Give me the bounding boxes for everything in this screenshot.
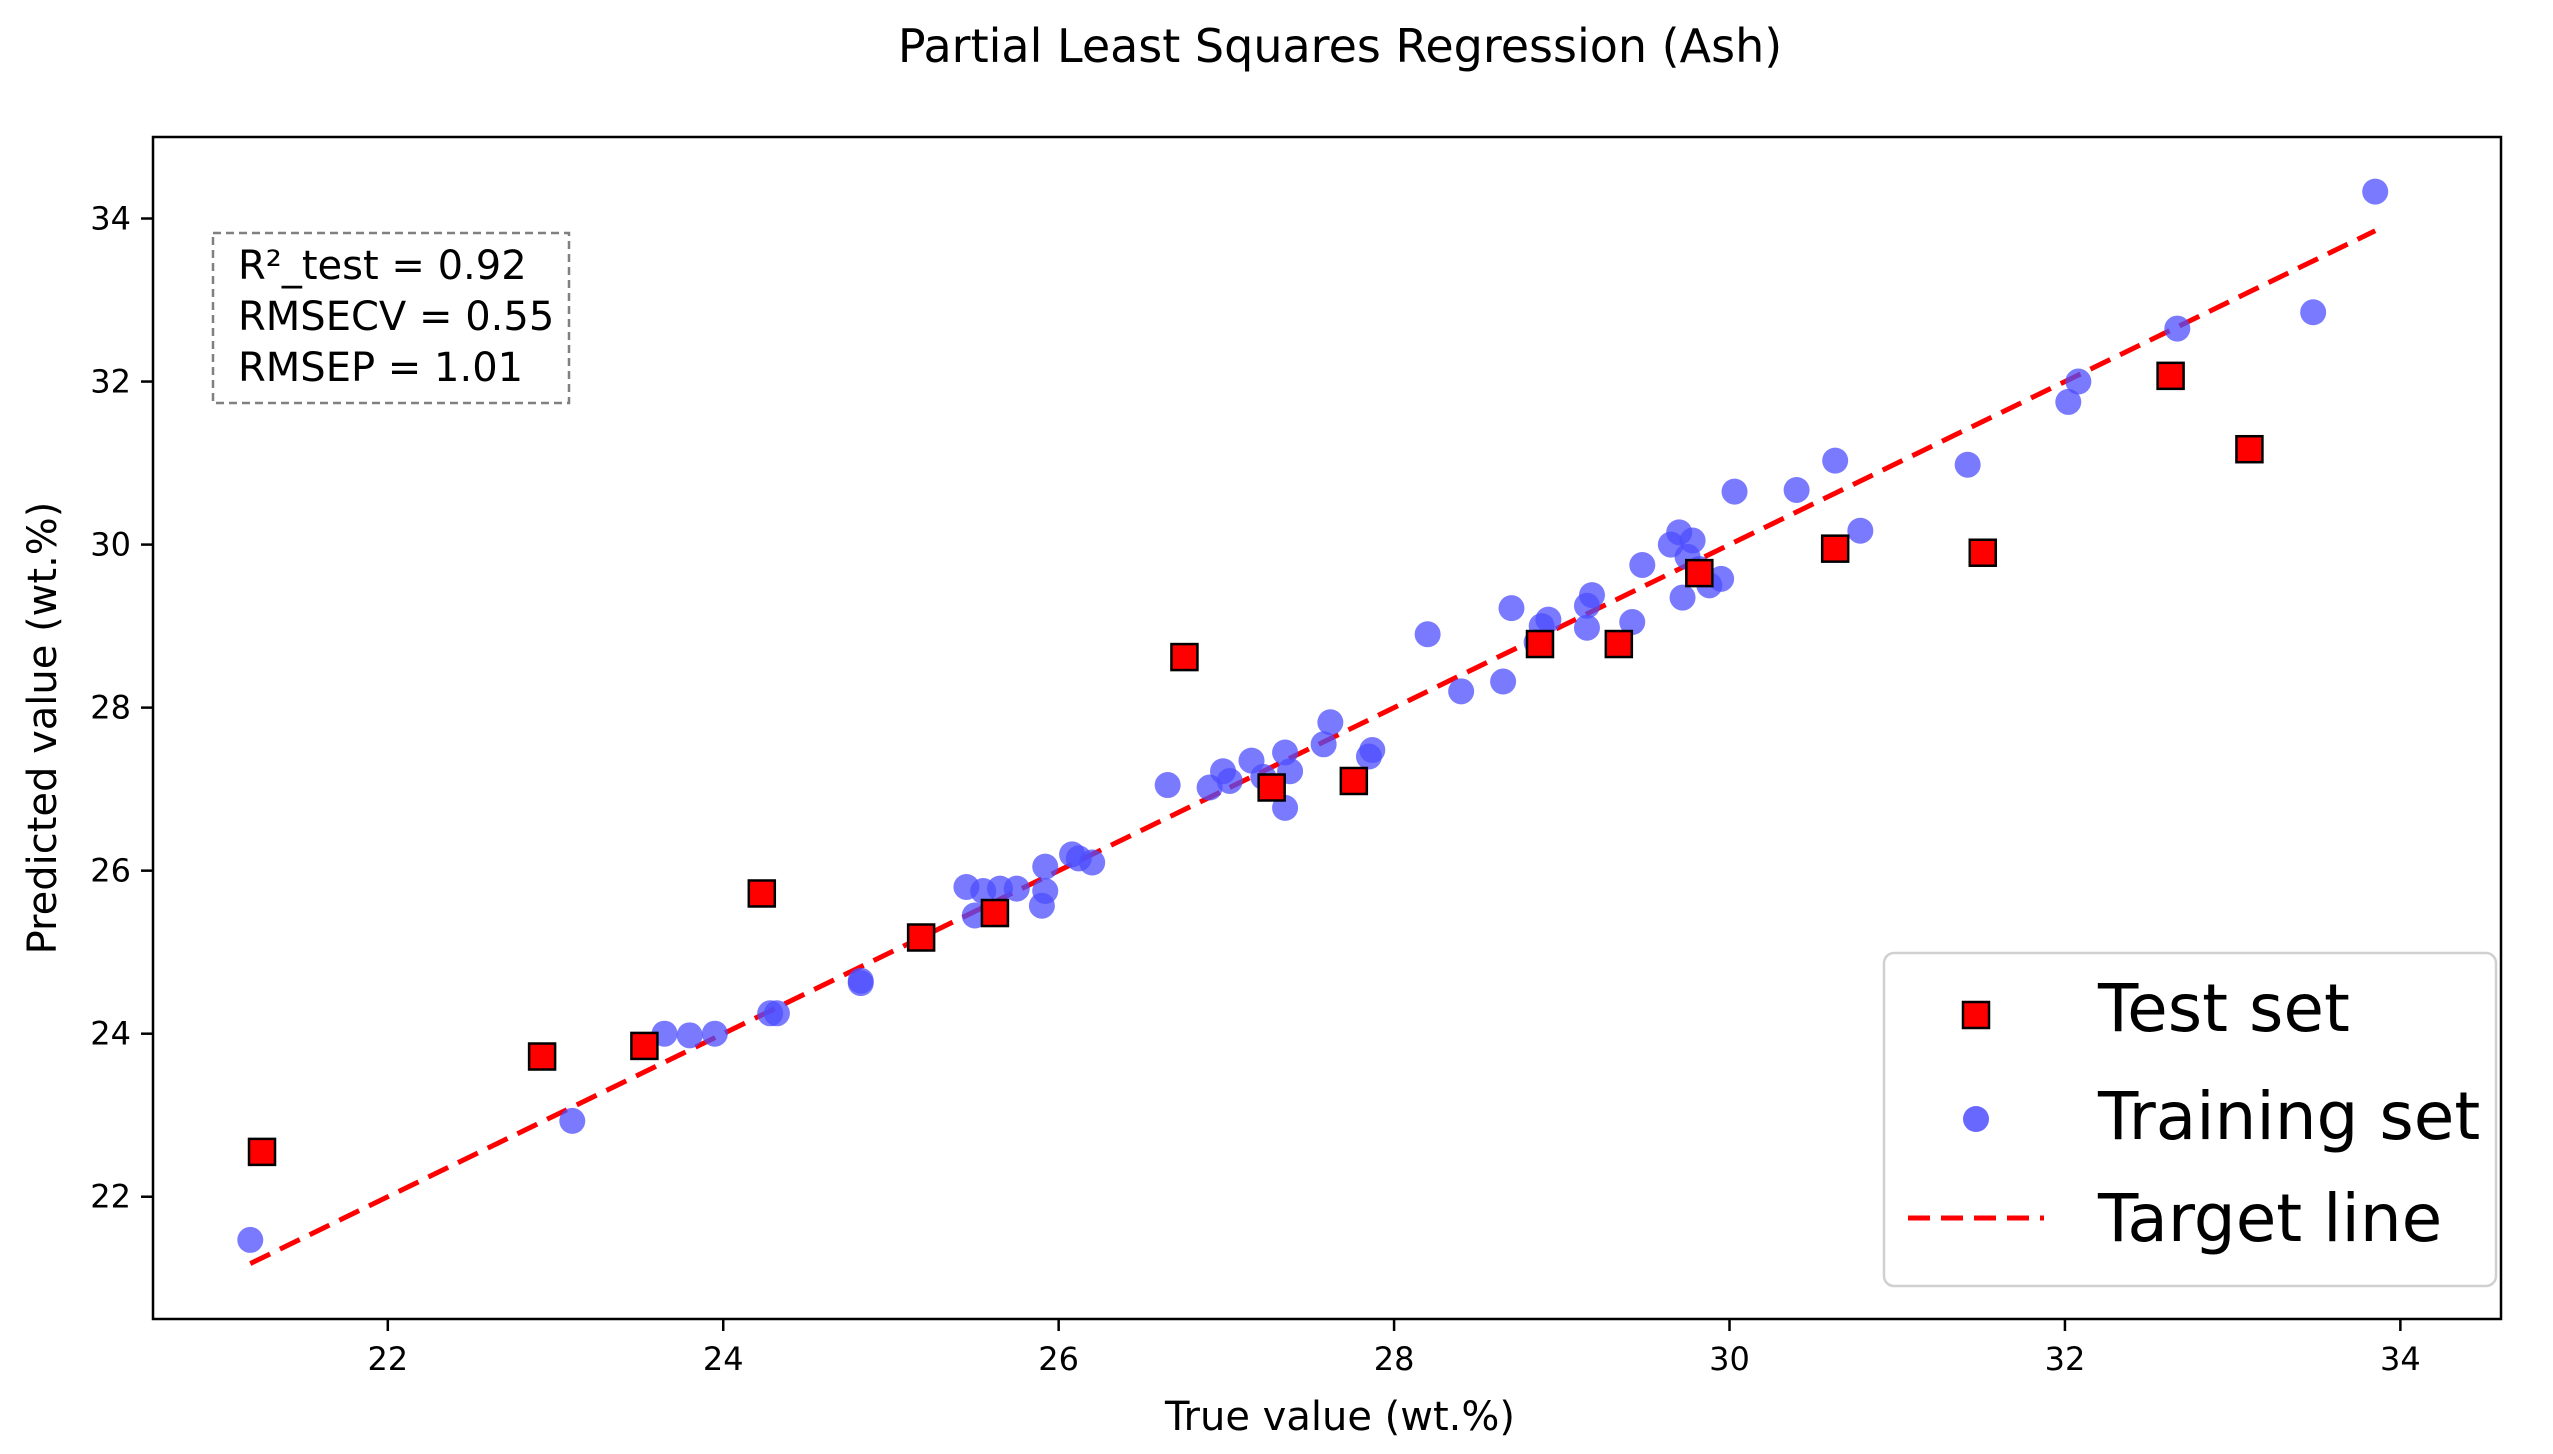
training-point — [1535, 606, 1562, 633]
x-tick-label: 26 — [1038, 1340, 1079, 1378]
test-point — [1257, 773, 1286, 802]
legend-training-marker — [1963, 1106, 1989, 1132]
x-axis-label: True value (wt.%) — [1164, 1394, 1515, 1440]
training-point — [1414, 621, 1441, 648]
training-point — [2300, 299, 2327, 326]
test-point — [2156, 361, 2185, 391]
stats-r2-test: R²_test = 0.92 — [238, 243, 527, 289]
legend-frame — [1882, 951, 2498, 1288]
test-point — [1968, 538, 1998, 567]
training-point — [1721, 478, 1748, 505]
x-tick-label: 30 — [1709, 1340, 1750, 1378]
x-tick-label: 22 — [367, 1340, 408, 1378]
legend-test-marker — [1961, 1000, 1991, 1030]
x-tick-label: 34 — [2380, 1340, 2421, 1378]
training-point — [1822, 447, 1849, 474]
training-point — [701, 1020, 728, 1047]
test-point — [980, 898, 1010, 928]
x-axis-ticks: 22 24 26 28 30 32 34 — [367, 1319, 2421, 1378]
training-point — [1619, 609, 1646, 636]
legend-test-label: Test set — [2097, 970, 2350, 1047]
test-point — [630, 1031, 659, 1061]
x-tick-label: 28 — [1374, 1340, 1415, 1378]
training-point — [763, 1000, 790, 1027]
y-tick-label: 28 — [90, 689, 131, 727]
y-axis-label: Predicted value (wt.%) — [20, 502, 66, 955]
y-tick-label: 22 — [90, 1178, 131, 1216]
stats-box-border — [211, 231, 571, 405]
training-point — [237, 1226, 264, 1253]
training-point — [1032, 878, 1059, 905]
test-point — [1525, 629, 1555, 659]
training-point — [1679, 527, 1706, 554]
training-point — [1310, 731, 1337, 758]
legend-training-label: Training set — [2097, 1078, 2480, 1155]
y-tick-label: 34 — [90, 200, 131, 238]
x-tick-label: 32 — [2045, 1340, 2086, 1378]
test-point — [247, 1137, 277, 1167]
training-point — [1954, 451, 1981, 478]
test-point — [1604, 629, 1634, 659]
y-tick-label: 30 — [90, 526, 131, 564]
training-point — [1573, 614, 1600, 641]
training-point — [1079, 849, 1106, 876]
legend-target-label: Target line — [2097, 1180, 2442, 1257]
test-set-points — [247, 361, 2264, 1167]
y-tick-label: 32 — [90, 363, 131, 401]
training-point — [2362, 178, 2389, 205]
test-point — [1339, 766, 1369, 796]
training-point — [2055, 388, 2082, 415]
y-axis-ticks: 22 24 26 28 30 32 34 — [90, 200, 153, 1216]
chart-title: Partial Least Squares Regression (Ash) — [898, 19, 1782, 73]
y-tick-label: 26 — [90, 852, 131, 890]
training-point — [1154, 772, 1181, 799]
training-point — [1003, 875, 1030, 902]
test-point — [527, 1042, 557, 1071]
training-point — [1847, 517, 1874, 544]
stats-box: R²_test = 0.92 RMSECV = 0.55 RMSEP = 1.0… — [211, 231, 571, 405]
test-point — [747, 879, 777, 908]
training-point — [1448, 678, 1475, 705]
training-point — [1359, 737, 1386, 764]
training-point — [2065, 368, 2092, 395]
plot-area-frame — [151, 135, 2503, 1321]
training-point — [1317, 709, 1344, 736]
training-point — [1216, 767, 1243, 794]
test-point — [1685, 558, 1714, 588]
training-point — [1669, 584, 1696, 611]
stats-rmsep: RMSEP = 1.01 — [238, 345, 523, 391]
legend: Test set Training set Target line — [1882, 951, 2498, 1288]
y-tick-label: 24 — [90, 1015, 131, 1053]
x-tick-label: 24 — [703, 1340, 744, 1378]
test-point — [1820, 534, 1850, 563]
training-point — [676, 1022, 703, 1049]
target-line — [249, 228, 2377, 1266]
training-point — [847, 970, 874, 997]
training-point — [1629, 551, 1656, 578]
training-set-points — [237, 178, 2389, 1253]
training-point — [1578, 582, 1605, 609]
training-point — [2164, 315, 2191, 342]
training-point — [1032, 853, 1059, 880]
training-point — [1490, 668, 1517, 695]
test-point — [906, 923, 936, 952]
training-point — [1708, 565, 1735, 592]
training-point — [559, 1107, 586, 1134]
training-point — [1783, 476, 1810, 503]
training-point — [1498, 595, 1525, 622]
test-point — [2235, 434, 2264, 464]
stats-rmsecv: RMSECV = 0.55 — [238, 294, 554, 340]
test-point — [1170, 642, 1199, 672]
